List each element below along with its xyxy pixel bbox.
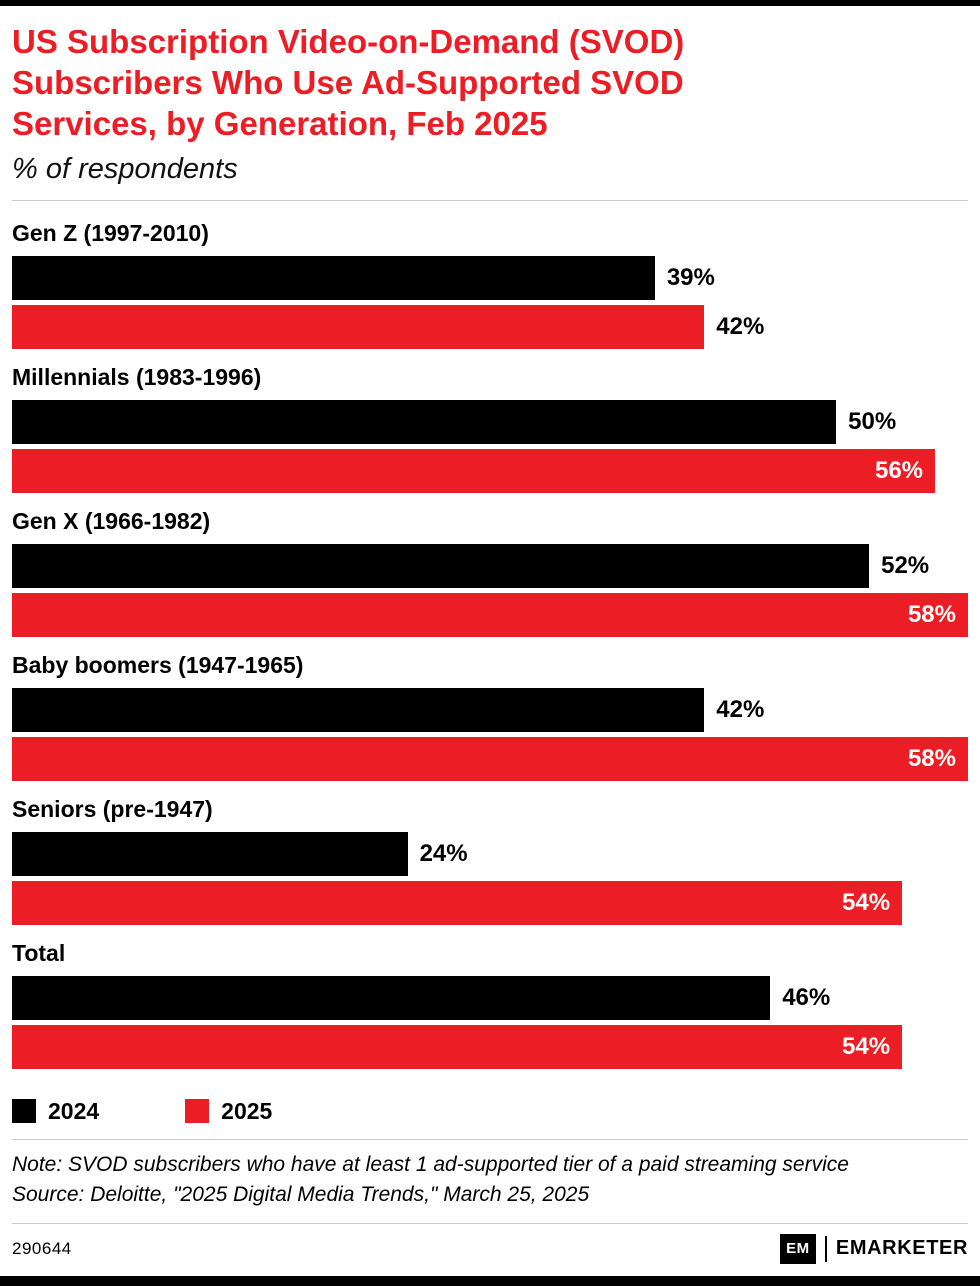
top-border-bar: [0, 0, 980, 6]
bar-2025: 56%: [12, 448, 936, 493]
brand-logo: EM EMARKETER: [779, 1233, 968, 1264]
bar-track-2024: 24%: [12, 831, 968, 876]
legend-label-2024: 2024: [48, 1097, 100, 1124]
bar-track-2024: 39%: [12, 255, 968, 300]
bar-2025: 58%: [12, 736, 968, 781]
chart-group: Baby boomers (1947-1965) 42% 58%: [12, 652, 968, 781]
legend: 2024 2025: [12, 1098, 968, 1125]
logo-separator: [824, 1235, 827, 1262]
bar-track-2025: 54%: [12, 880, 968, 925]
bar-track-2024: 46%: [12, 975, 968, 1020]
value-label: 58%: [907, 600, 956, 628]
value-label: 52%: [881, 551, 930, 579]
chart-group: Millennials (1983-1996) 50% 56%: [12, 364, 968, 493]
category-label: Total: [12, 939, 66, 966]
chart-content: US Subscription Video-on-Demand (SVOD) S…: [0, 6, 980, 1211]
bar-track-2024: 50%: [12, 399, 968, 444]
note-block: Note: SVOD subscribers who have at least…: [12, 1150, 968, 1211]
legend-swatch-2025: [185, 1099, 210, 1124]
value-label: 42%: [716, 312, 765, 340]
bottom-border-bar: [0, 1275, 980, 1286]
divider-top: [12, 199, 968, 201]
footer-row: 290644 EM EMARKETER: [12, 1222, 968, 1276]
bar-2024: [12, 687, 705, 732]
value-label: 42%: [716, 695, 765, 723]
category-label: Seniors (pre-1947): [12, 795, 213, 822]
note-text: Note: SVOD subscribers who have at least…: [12, 1152, 849, 1176]
chart-title: US Subscription Video-on-Demand (SVOD) S…: [12, 23, 685, 142]
bar-track-2024: 42%: [12, 687, 968, 732]
value-label: 24%: [419, 839, 468, 867]
bar-track-2025: 58%: [12, 736, 968, 781]
source-text: Source: Deloitte, "2025 Digital Media Tr…: [12, 1183, 590, 1207]
bar-track-2025: 56%: [12, 448, 968, 493]
category-label: Millennials (1983-1996): [12, 363, 262, 390]
value-label: 39%: [666, 263, 715, 291]
value-label: 54%: [842, 888, 891, 916]
bar-2024: [12, 831, 408, 876]
value-label: 46%: [782, 983, 831, 1011]
category-label: Gen X (1966-1982): [12, 507, 211, 534]
bar-2025: [12, 304, 705, 349]
bar-track-2025: 58%: [12, 592, 968, 637]
bar-track-2025: 42%: [12, 304, 968, 349]
bar-2025: 54%: [12, 1024, 903, 1069]
emarketer-logo-mark-icon: EM: [779, 1233, 816, 1264]
bar-2025: 58%: [12, 592, 968, 637]
legend-label-2025: 2025: [221, 1097, 273, 1124]
chart-id: 290644: [12, 1238, 72, 1258]
category-label: Gen Z (1997-2010): [12, 219, 209, 246]
divider-note: [12, 1138, 968, 1140]
chart-group: Gen Z (1997-2010) 39% 42%: [12, 220, 968, 349]
chart-group: Gen X (1966-1982) 52% 58%: [12, 508, 968, 637]
value-label: 56%: [874, 456, 924, 484]
chart-subtitle: % of respondents: [12, 152, 238, 185]
bar-2024: [12, 975, 771, 1020]
value-label: 58%: [907, 744, 956, 772]
category-label: Baby boomers (1947-1965): [12, 651, 304, 678]
legend-swatch-2024: [12, 1099, 36, 1124]
bar-2024: [12, 255, 655, 300]
bar-track-2025: 54%: [12, 1024, 968, 1069]
chart-group: Total 46% 54%: [12, 940, 968, 1069]
legend-item-2025: 2025: [185, 1098, 272, 1125]
bar-track-2024: 52%: [12, 543, 968, 588]
chart-group: Seniors (pre-1947) 24% 54%: [12, 796, 968, 925]
legend-item-2024: 2024: [12, 1098, 99, 1125]
chart: Gen Z (1997-2010) 39% 42% Millennials (1983…: [12, 205, 968, 1074]
value-label: 54%: [842, 1032, 891, 1060]
bar-2024: [12, 543, 870, 588]
footer: 290644 EM EMARKETER: [0, 1211, 980, 1276]
brand-name: EMARKETER: [835, 1237, 968, 1260]
value-label: 50%: [848, 407, 897, 435]
bar-2024: [12, 399, 837, 444]
bar-2025: 54%: [12, 880, 903, 925]
